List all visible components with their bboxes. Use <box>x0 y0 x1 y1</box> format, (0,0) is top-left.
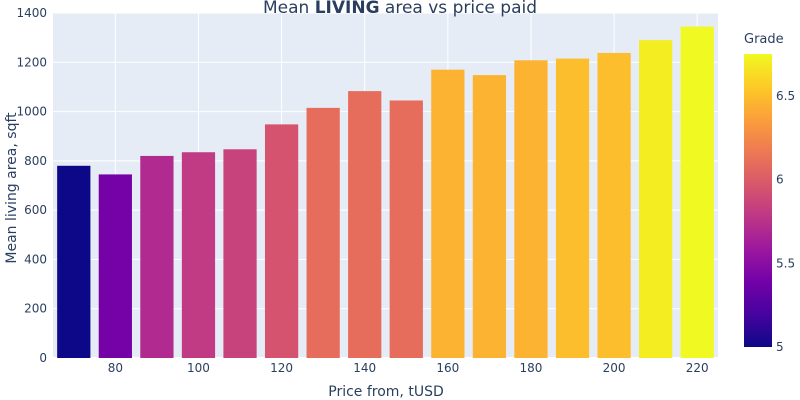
x-tick-label: 80 <box>108 361 123 375</box>
bar <box>389 100 423 358</box>
y-tick-label: 1200 <box>16 55 47 69</box>
y-axis-title: Mean living area, sqft <box>4 112 20 264</box>
colorbar-title: Grade <box>744 32 784 47</box>
colorbar-tick-label: 5 <box>776 340 784 354</box>
x-tick-label: 120 <box>270 361 293 375</box>
bar <box>306 107 340 358</box>
y-tick-label: 200 <box>24 302 47 316</box>
y-tick-label: 800 <box>24 154 47 168</box>
x-tick-label: 200 <box>603 361 626 375</box>
x-axis-ticks: 80 100 120 140 160 180 200 220 <box>108 361 709 375</box>
x-tick-label: 140 <box>353 361 376 375</box>
bar <box>431 69 465 358</box>
bar <box>57 165 91 358</box>
y-tick-label: 600 <box>24 203 47 217</box>
bar <box>223 149 257 358</box>
y-axis-ticks: 0 200 400 600 800 1000 1200 1400 <box>16 6 47 365</box>
x-axis-title: Price from, tUSD <box>328 384 444 400</box>
bars <box>57 26 714 359</box>
bar <box>472 75 507 358</box>
x-tick-label: 220 <box>686 361 709 375</box>
bar <box>98 174 132 358</box>
bar <box>555 58 590 358</box>
bar <box>514 60 548 359</box>
bar <box>264 124 299 358</box>
x-tick-label: 180 <box>520 361 543 375</box>
bar <box>680 26 714 359</box>
colorbar-ticks: 5 5.5 6 6.5 <box>776 89 795 354</box>
y-tick-label: 0 <box>39 351 47 365</box>
bar <box>639 40 673 358</box>
x-tick-label: 160 <box>436 361 459 375</box>
colorbar-tick-label: 5.5 <box>776 256 795 270</box>
bar <box>181 152 216 358</box>
x-tick-label: 100 <box>187 361 210 375</box>
y-tick-label: 1400 <box>16 6 47 20</box>
colorbar-tick-label: 6.5 <box>776 89 795 103</box>
bar <box>140 155 174 358</box>
colorbar-tick-label: 6 <box>776 173 784 187</box>
chart-title: Mean LIVING area vs price paid <box>263 0 537 18</box>
y-tick-label: 1000 <box>16 105 47 119</box>
y-tick-label: 400 <box>24 252 47 266</box>
colorbar <box>744 54 772 347</box>
bar <box>597 52 631 359</box>
bar <box>348 91 382 358</box>
